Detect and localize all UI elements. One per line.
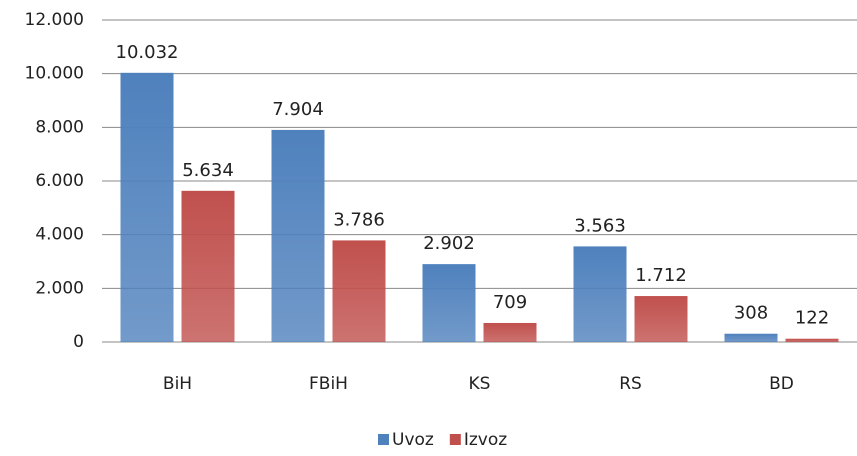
value-label: 7.904 bbox=[272, 99, 324, 120]
x-tick-label: RS bbox=[619, 374, 642, 394]
value-label: 10.032 bbox=[116, 42, 179, 63]
bar bbox=[634, 296, 688, 342]
bar bbox=[181, 190, 235, 342]
bar bbox=[271, 129, 325, 342]
bar bbox=[785, 338, 839, 342]
value-label: 5.634 bbox=[182, 160, 234, 181]
x-tick-label: BD bbox=[769, 374, 794, 394]
bar bbox=[120, 72, 174, 343]
x-tick-label: FBiH bbox=[309, 374, 348, 394]
x-tick-label: KS bbox=[469, 374, 491, 394]
y-tick-label: 4.000 bbox=[35, 225, 84, 245]
y-tick-label: 2.000 bbox=[35, 278, 84, 298]
y-tick-label: 12.000 bbox=[25, 10, 84, 30]
y-tick-label: 0 bbox=[73, 332, 84, 352]
value-label: 1.712 bbox=[635, 265, 687, 286]
value-label: 3.786 bbox=[333, 209, 385, 230]
bar bbox=[573, 246, 627, 342]
value-label: 308 bbox=[734, 303, 768, 324]
legend-swatch bbox=[449, 434, 461, 445]
value-label: 122 bbox=[795, 308, 829, 329]
x-tick-label: BiH bbox=[163, 374, 192, 394]
value-label: 2.902 bbox=[423, 233, 475, 254]
y-tick-label: 10.000 bbox=[25, 64, 84, 84]
bar bbox=[332, 240, 386, 342]
value-label: 709 bbox=[493, 292, 527, 313]
y-tick-label: 8.000 bbox=[35, 117, 84, 137]
value-label: 3.563 bbox=[574, 215, 626, 236]
bar bbox=[422, 264, 476, 342]
legend-swatch bbox=[378, 434, 389, 445]
bar bbox=[483, 322, 537, 342]
legend-label: Uvoz bbox=[392, 430, 434, 450]
y-tick-label: 6.000 bbox=[35, 171, 84, 191]
legend-label: Izvoz bbox=[464, 430, 507, 450]
bar bbox=[724, 333, 778, 342]
